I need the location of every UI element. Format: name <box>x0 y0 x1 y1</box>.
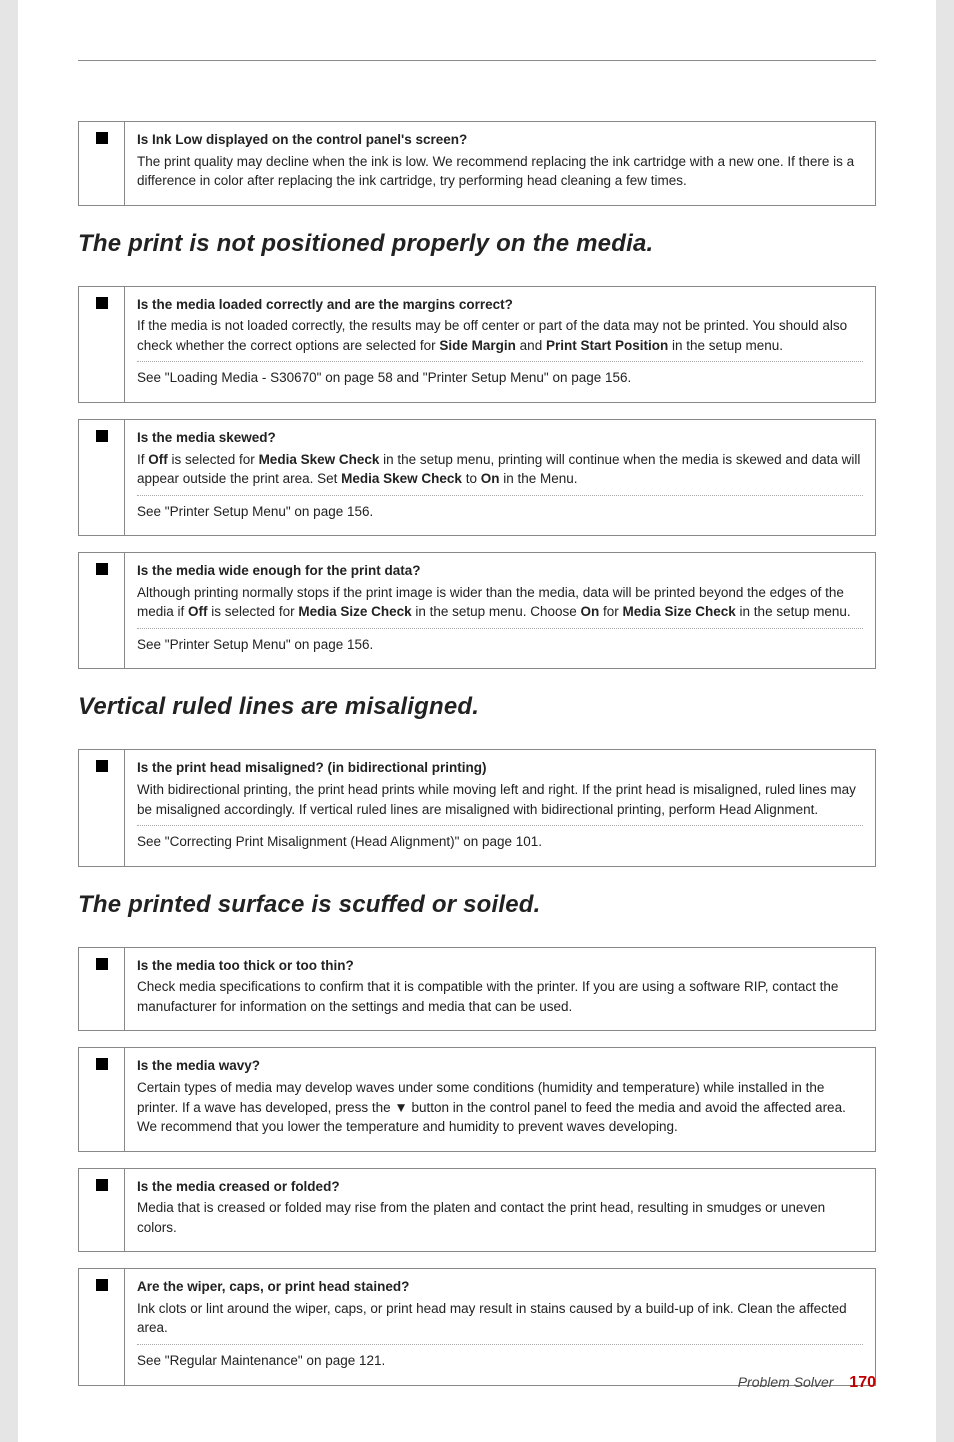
square-icon <box>96 958 108 970</box>
square-icon <box>96 1058 108 1070</box>
question: Is the media loaded correctly and are th… <box>137 295 863 315</box>
qa-block-media-skewed: Is the media skewed? If Off is selected … <box>78 419 876 536</box>
qa-block-wavy: Is the media wavy? Certain types of medi… <box>78 1047 876 1151</box>
block-body: Is the media creased or folded? Media th… <box>125 1169 875 1252</box>
qa-block-stained: Are the wiper, caps, or print head stain… <box>78 1268 876 1385</box>
block-marker <box>79 420 125 535</box>
block-body: Is the media wide enough for the print d… <box>125 553 875 668</box>
answer: Although printing normally stops if the … <box>137 583 863 622</box>
block-marker <box>79 122 125 205</box>
qa-block-media-loaded: Is the media loaded correctly and are th… <box>78 286 876 403</box>
block-body: Is the media loaded correctly and are th… <box>125 287 875 402</box>
qa-block-head-misaligned: Is the print head misaligned? (in bidire… <box>78 749 876 866</box>
square-icon <box>96 132 108 144</box>
see-reference: See "Printer Setup Menu" on page 156. <box>137 495 863 522</box>
answer: If the media is not loaded correctly, th… <box>137 316 863 355</box>
square-icon <box>96 430 108 442</box>
answer: With bidirectional printing, the print h… <box>137 780 863 819</box>
block-marker <box>79 1269 125 1384</box>
question: Is the media wavy? <box>137 1056 863 1076</box>
question: Is the print head misaligned? (in bidire… <box>137 758 863 778</box>
qa-block-media-wide: Is the media wide enough for the print d… <box>78 552 876 669</box>
see-reference: See "Regular Maintenance" on page 121. <box>137 1344 863 1371</box>
answer: Ink clots or lint around the wiper, caps… <box>137 1299 863 1338</box>
section-heading-ruled-lines: Vertical ruled lines are misaligned. <box>78 693 876 721</box>
qa-block-too-thick: Is the media too thick or too thin? Chec… <box>78 947 876 1032</box>
question: Is the media too thick or too thin? <box>137 956 863 976</box>
qa-block-creased: Is the media creased or folded? Media th… <box>78 1168 876 1253</box>
answer: Media that is creased or folded may rise… <box>137 1198 863 1237</box>
square-icon <box>96 563 108 575</box>
section-heading-scuffed: The printed surface is scuffed or soiled… <box>78 891 876 919</box>
block-marker <box>79 553 125 668</box>
question: Is the media skewed? <box>137 428 863 448</box>
block-marker <box>79 1048 125 1150</box>
square-icon <box>96 1279 108 1291</box>
answer: If Off is selected for Media Skew Check … <box>137 450 863 489</box>
block-body: Is the media wavy? Certain types of medi… <box>125 1048 875 1150</box>
square-icon <box>96 1179 108 1191</box>
block-marker <box>79 750 125 865</box>
qa-block-ink-low: Is Ink Low displayed on the control pane… <box>78 121 876 206</box>
see-reference: See "Printer Setup Menu" on page 156. <box>137 628 863 655</box>
square-icon <box>96 760 108 772</box>
block-marker <box>79 948 125 1031</box>
section-heading-position: The print is not positioned properly on … <box>78 230 876 258</box>
question: Is the media creased or folded? <box>137 1177 863 1197</box>
question: Is Ink Low displayed on the control pane… <box>137 130 863 150</box>
page-number: 170 <box>849 1374 876 1391</box>
answer: The print quality may decline when the i… <box>137 152 863 191</box>
block-body: Is the print head misaligned? (in bidire… <box>125 750 875 865</box>
square-icon <box>96 297 108 309</box>
see-reference: See "Loading Media - S30670" on page 58 … <box>137 361 863 388</box>
answer: Check media specifications to confirm th… <box>137 977 863 1016</box>
question: Is the media wide enough for the print d… <box>137 561 863 581</box>
block-body: Are the wiper, caps, or print head stain… <box>125 1269 875 1384</box>
answer: Certain types of media may develop waves… <box>137 1078 863 1137</box>
question: Are the wiper, caps, or print head stain… <box>137 1277 863 1297</box>
footer: Problem Solver 170 <box>738 1374 876 1392</box>
block-marker <box>79 1169 125 1252</box>
see-reference: See "Correcting Print Misalignment (Head… <box>137 825 863 852</box>
block-marker <box>79 287 125 402</box>
block-body: Is the media too thick or too thin? Chec… <box>125 948 875 1031</box>
block-body: Is Ink Low displayed on the control pane… <box>125 122 875 205</box>
block-body: Is the media skewed? If Off is selected … <box>125 420 875 535</box>
footer-label: Problem Solver <box>738 1374 834 1390</box>
